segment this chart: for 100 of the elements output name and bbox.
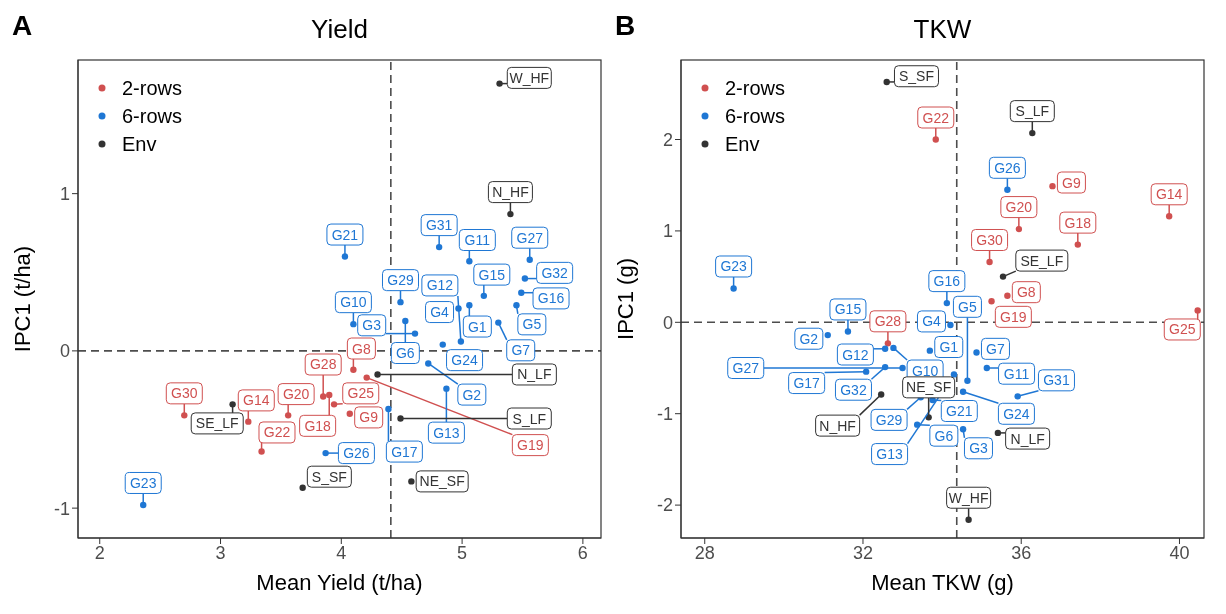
- point: [443, 385, 450, 392]
- annotation: W_HF: [509, 69, 550, 86]
- x-tick-label: 28: [694, 542, 715, 563]
- point: [402, 317, 409, 325]
- point: [397, 298, 404, 306]
- annotation: G29: [387, 272, 414, 289]
- legend-label: Env: [122, 133, 157, 155]
- legend-label: 2-rows: [122, 77, 183, 99]
- annotation: G6: [395, 345, 415, 362]
- point: [965, 516, 972, 523]
- annotation: G32: [541, 264, 569, 281]
- y-tick-label: -2: [656, 495, 673, 516]
- annotation: G9: [359, 409, 379, 426]
- annotation: G4: [922, 313, 942, 330]
- point: [397, 415, 404, 422]
- annotation: G15: [834, 301, 862, 318]
- annotation: G2: [462, 386, 482, 403]
- annotation: G12: [842, 346, 869, 363]
- annotation: G14: [243, 392, 270, 409]
- point: [408, 478, 415, 485]
- y-tick-label: 1: [59, 184, 70, 205]
- text: B: [615, 10, 636, 41]
- point: [959, 426, 967, 433]
- annotation: G18: [1064, 214, 1092, 231]
- annotation: G20: [1005, 199, 1033, 216]
- annotation: G4: [430, 304, 450, 321]
- point: [730, 285, 737, 292]
- x-tick-label: 40: [1169, 542, 1190, 563]
- annotation: G17: [391, 443, 418, 460]
- annotation: G25: [347, 385, 375, 402]
- point: [374, 371, 381, 378]
- annotation: NE_SF: [419, 473, 465, 490]
- annotation: N_LF: [517, 366, 552, 383]
- annotation: G15: [478, 266, 506, 283]
- annotation: S_LF: [512, 410, 547, 427]
- annotation: G8: [352, 340, 371, 357]
- annotation: N_HF: [819, 417, 856, 434]
- point: [1194, 307, 1201, 314]
- annotation: G5: [522, 316, 542, 333]
- annotation: G22: [922, 109, 950, 126]
- chart-title: Yield: [310, 14, 369, 45]
- point: [439, 341, 446, 348]
- point: [926, 347, 934, 354]
- annotation: G3: [969, 440, 989, 457]
- point: [411, 330, 419, 337]
- annotation: G1: [467, 318, 487, 335]
- point: [824, 331, 831, 339]
- annotation: G18: [304, 417, 332, 434]
- point: [1049, 182, 1056, 190]
- point: [457, 338, 465, 345]
- annotation: G31: [1043, 372, 1070, 389]
- annotation: G19: [517, 437, 544, 454]
- point: [330, 401, 338, 408]
- x-tick-label: 5: [457, 542, 468, 563]
- annotation: G1: [939, 339, 959, 356]
- point: [986, 258, 993, 266]
- y-tick-label: 0: [662, 312, 673, 333]
- y-tick-label: 2: [662, 129, 673, 150]
- point: [350, 366, 357, 373]
- y-tick-label: -1: [53, 498, 70, 519]
- annotation: G16: [537, 290, 565, 307]
- annotation: G9: [1062, 174, 1081, 191]
- x-tick-label: 36: [1011, 542, 1032, 563]
- legend-label: 6-rows: [122, 105, 183, 127]
- annotation: G29: [875, 411, 903, 428]
- y-tick-label: 0: [59, 341, 70, 362]
- y-axis-title: IPC1 (g): [613, 258, 638, 340]
- x-tick-label: 4: [336, 542, 347, 563]
- annotation: G11: [1003, 365, 1030, 382]
- point: [1029, 129, 1036, 137]
- point: [507, 210, 514, 218]
- x-axis-title: Mean Yield (t/ha): [256, 570, 423, 595]
- legend-label: 6-rows: [725, 105, 786, 127]
- y-tick-label: -1: [656, 404, 673, 425]
- annotation: G28: [309, 356, 337, 373]
- point: [513, 302, 520, 309]
- annotation: G24: [451, 352, 478, 369]
- point: [890, 344, 897, 352]
- x-tick-label: 3: [215, 542, 226, 563]
- annotation: S_LF: [1015, 103, 1050, 120]
- point: [258, 448, 265, 455]
- point: [950, 371, 958, 378]
- x-tick-label: 2: [94, 542, 105, 563]
- legend-label: 2-rows: [725, 77, 786, 99]
- annotation: S_SF: [311, 468, 347, 485]
- annotation: G11: [464, 232, 491, 249]
- point: [229, 401, 236, 408]
- annotation: G27: [732, 360, 760, 376]
- annotation: G24: [1003, 405, 1030, 422]
- annotation: SE_LF: [195, 415, 239, 432]
- annotation: G31: [425, 217, 453, 234]
- point: [346, 410, 353, 417]
- chart-title: TKW: [912, 14, 973, 45]
- annotation: N_LF: [1010, 430, 1045, 447]
- annotation: G23: [129, 474, 157, 491]
- annotation: W_HF: [948, 489, 989, 506]
- point: [947, 321, 954, 329]
- x-axis-title: Mean TKW (g): [871, 570, 1014, 595]
- point: [988, 298, 995, 305]
- annotation: G22: [263, 424, 291, 441]
